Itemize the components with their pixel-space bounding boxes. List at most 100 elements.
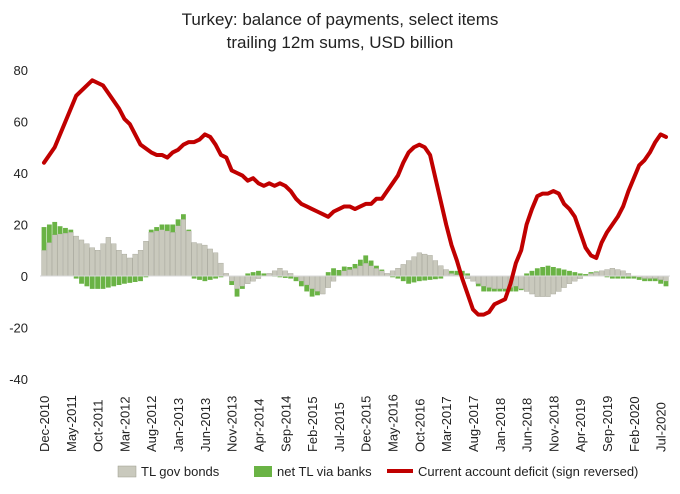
bar-net-tl-via-banks	[561, 269, 567, 276]
net-tl-via-banks-bars	[41, 214, 669, 297]
chart-title: Turkey: balance of payments, select item…	[182, 10, 499, 29]
bar-net-tl-via-banks	[604, 276, 610, 278]
bar-net-tl-via-banks	[170, 224, 176, 233]
bar-net-tl-via-banks	[556, 268, 562, 276]
chart-subtitle: trailing 12m sums, USD billion	[227, 33, 454, 52]
bar-net-tl-via-banks	[588, 272, 594, 274]
bar-net-tl-via-banks	[277, 276, 283, 278]
bar-net-tl-via-banks	[524, 273, 529, 276]
bar-net-tl-via-banks	[534, 268, 540, 276]
bar-net-tl-via-banks	[663, 281, 669, 287]
bar-net-tl-via-banks	[143, 276, 149, 278]
bar-net-tl-via-banks	[164, 224, 170, 231]
bar-tl-gov-bonds	[363, 262, 369, 277]
bar-tl-gov-bonds	[325, 275, 331, 288]
bar-tl-gov-bonds	[502, 275, 508, 290]
bar-net-tl-via-banks	[475, 283, 481, 287]
bar-tl-gov-bonds	[89, 247, 95, 277]
x-tick-label: Nov-2013	[225, 396, 240, 452]
bar-tl-gov-bonds	[427, 255, 433, 277]
x-tick-label: Apr-2019	[573, 399, 588, 452]
bar-net-tl-via-banks	[352, 263, 358, 269]
bar-tl-gov-bonds	[218, 262, 224, 277]
bar-net-tl-via-banks	[282, 276, 288, 278]
bar-tl-gov-bonds	[212, 252, 219, 277]
bar-net-tl-via-banks	[95, 276, 101, 289]
bar-net-tl-via-banks	[186, 229, 192, 231]
bar-net-tl-via-banks	[572, 272, 578, 276]
bar-net-tl-via-banks	[465, 273, 471, 276]
bar-net-tl-via-banks	[411, 276, 417, 283]
x-tick-label: May-2016	[386, 394, 401, 452]
bar-tl-gov-bonds	[143, 241, 149, 277]
bar-net-tl-via-banks	[427, 276, 433, 280]
bar-tl-gov-bonds	[41, 250, 47, 277]
bar-tl-gov-bonds	[352, 268, 358, 277]
bar-tl-gov-bonds	[481, 275, 487, 287]
bar-net-tl-via-banks	[68, 229, 74, 233]
bar-tl-gov-bonds	[491, 275, 498, 290]
bar-tl-gov-bonds	[556, 275, 562, 292]
bar-tl-gov-bonds	[170, 232, 176, 277]
bar-tl-gov-bonds	[357, 265, 363, 277]
legend: TL gov bonds net TL via banks Current ac…	[117, 464, 638, 479]
bar-net-tl-via-banks	[545, 265, 551, 276]
bar-net-tl-via-banks	[416, 276, 422, 282]
bar-net-tl-via-banks	[46, 224, 52, 243]
bar-tl-gov-bonds	[523, 275, 530, 292]
bar-net-tl-via-banks	[154, 227, 160, 231]
bar-net-tl-via-banks	[250, 272, 256, 276]
bar-tl-gov-bonds	[159, 229, 165, 277]
bar-net-tl-via-banks	[288, 276, 294, 279]
bar-net-tl-via-banks	[395, 276, 401, 279]
bar-net-tl-via-banks	[481, 286, 487, 292]
y-tick-label: -20	[9, 321, 28, 336]
bar-net-tl-via-banks	[438, 276, 444, 279]
bar-tl-gov-bonds	[234, 275, 240, 290]
bar-net-tl-via-banks	[84, 276, 90, 287]
bar-tl-gov-bonds	[330, 275, 337, 282]
bar-tl-gov-bonds	[239, 275, 245, 287]
bar-net-tl-via-banks	[502, 288, 508, 292]
bar-net-tl-via-banks	[89, 276, 95, 289]
bar-net-tl-via-banks	[304, 285, 310, 292]
bar-tl-gov-bonds	[164, 230, 170, 277]
bar-net-tl-via-banks	[159, 224, 165, 230]
bar-tl-gov-bonds	[497, 275, 503, 290]
x-tick-label: Apr-2014	[251, 399, 266, 452]
bar-net-tl-via-banks	[127, 276, 133, 283]
x-tick-label: Feb-2020	[627, 396, 642, 452]
bar-tl-gov-bonds	[186, 230, 192, 277]
bar-net-tl-via-banks	[615, 276, 621, 279]
x-tick-label: Jun-2018	[520, 398, 535, 452]
bar-tl-gov-bonds	[416, 252, 422, 277]
bar-tl-gov-bonds	[373, 268, 380, 277]
bar-tl-gov-bonds	[572, 275, 578, 282]
bar-tl-gov-bonds	[470, 275, 476, 282]
x-tick-label: Feb-2015	[305, 396, 320, 452]
bar-net-tl-via-banks	[620, 276, 626, 279]
bar-tl-gov-bonds	[658, 275, 664, 281]
bar-tl-gov-bonds	[379, 270, 385, 277]
bar-tl-gov-bonds	[127, 257, 133, 277]
bar-tl-gov-bonds	[389, 270, 396, 277]
bar-net-tl-via-banks	[256, 270, 261, 276]
bar-net-tl-via-banks	[111, 276, 117, 287]
bar-tl-gov-bonds	[309, 275, 315, 290]
x-tick-label: Jul-2020	[654, 402, 669, 452]
bar-net-tl-via-banks	[191, 276, 197, 279]
x-tick-label: Aug-2012	[144, 396, 159, 452]
bar-tl-gov-bonds	[132, 253, 138, 277]
bar-tl-gov-bonds	[545, 275, 551, 297]
x-tick-label: Jun-2013	[198, 398, 213, 452]
bar-net-tl-via-banks	[100, 276, 106, 289]
bar-net-tl-via-banks	[218, 276, 224, 278]
y-tick-label: 40	[14, 166, 28, 181]
bar-tl-gov-bonds	[62, 232, 69, 277]
bar-tl-gov-bonds	[422, 253, 428, 277]
bar-net-tl-via-banks	[497, 288, 503, 292]
bar-tl-gov-bonds	[105, 237, 111, 277]
bar-net-tl-via-banks	[454, 270, 460, 275]
bar-tl-gov-bonds	[298, 275, 304, 282]
bar-tl-gov-bonds	[518, 275, 524, 290]
